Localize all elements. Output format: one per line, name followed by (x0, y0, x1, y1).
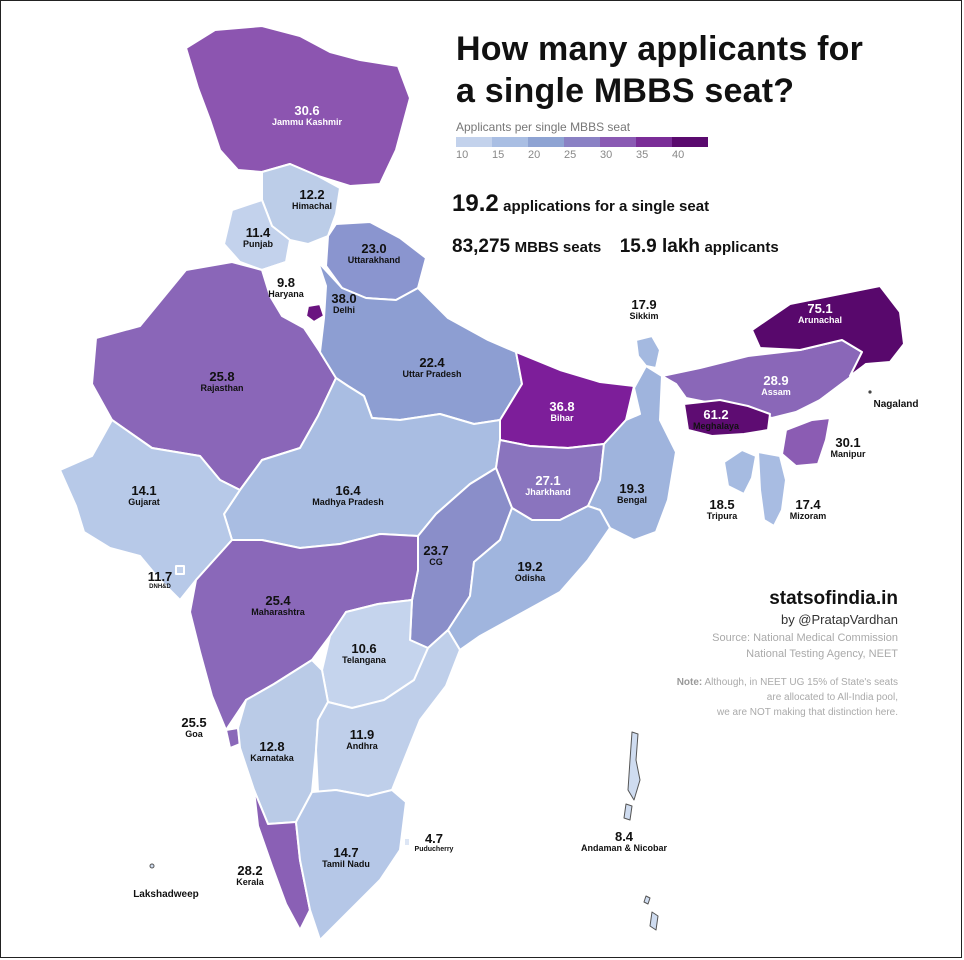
region-andaman-nicobar[interactable] (623, 731, 659, 931)
label-puducherry: 4.7 Puducherry (414, 831, 454, 853)
label-jammu-kashmir: 30.6 Jammu Kashmir (271, 103, 343, 127)
label-manipur: 30.1 Manipur (830, 435, 866, 459)
region-andhra[interactable] (315, 629, 461, 797)
ratio-text: applications for a single seat (503, 198, 710, 215)
label-bihar: 36.8 Bihar (549, 399, 575, 423)
region-puducherry[interactable] (403, 837, 411, 847)
region-arunachal[interactable] (751, 285, 905, 377)
chart-title-line-2: a single MBBS seat? (456, 72, 795, 110)
label-mizoram: 17.4 Mizoram (789, 497, 827, 521)
label-bengal: 19.3 Bengal (616, 481, 648, 505)
source-line-2: National Testing Agency, NEET (746, 647, 898, 660)
region-manipur[interactable] (781, 417, 831, 467)
legend-tick-label: 40 (672, 149, 685, 161)
region-jammu-kashmir[interactable] (185, 25, 411, 187)
label-nagaland: Nagaland (873, 399, 919, 410)
chart-title: How many applicants for a single MBBS se… (456, 28, 863, 112)
legend-swatch (636, 137, 672, 147)
legend-tick-label: 10 (456, 149, 469, 161)
seats-text: MBBS seats (514, 239, 602, 256)
label-arunachal: 75.1 Arunachal (797, 301, 843, 325)
ratio-stat: 19.2 applications for a single seat (452, 190, 709, 218)
chart-title-line-1: How many applicants for (456, 30, 864, 68)
nagaland-marker-dot (868, 390, 872, 394)
source-line-1: Source: National Medical Commission (712, 632, 898, 644)
label-uttar-pradesh: 22.4 Uttar Pradesh (402, 355, 462, 379)
region-assam[interactable] (661, 339, 863, 419)
label-dnhd: 11.7 DNH&D (147, 569, 173, 590)
region-dnhd[interactable] (175, 565, 185, 575)
source-text: Source: National Medical Commission Nati… (580, 631, 898, 663)
region-lakshadweep[interactable] (149, 863, 155, 869)
region-mizoram[interactable] (757, 451, 787, 527)
legend-swatch (528, 137, 564, 147)
legend-ticks: 10 15 20 25 30 35 40 (456, 147, 708, 161)
label-himachal: 12.2 Himachal (291, 187, 333, 211)
color-legend: Applicants per single MBBS seat 10 15 20 25… (456, 120, 716, 161)
label-sikkim: 17.9 Sikkim (629, 297, 659, 321)
label-jharkhand: 27.1 Jharkhand (525, 473, 571, 497)
legend-swatch (564, 137, 600, 147)
label-madhya-pradesh: 16.4 Madhya Pradesh (312, 483, 384, 507)
region-tamil-nadu[interactable] (295, 789, 407, 941)
label-rajasthan: 25.8 Rajasthan (200, 369, 244, 393)
legend-tick-label: 20 (528, 149, 541, 161)
label-andaman-nicobar: 8.4 Andaman & Nicobar (580, 829, 668, 853)
legend-swatch (492, 137, 528, 147)
seats-value: 83,275 (452, 236, 511, 257)
label-assam: 28.9 Assam (761, 373, 791, 397)
region-karnataka[interactable] (237, 659, 329, 825)
label-odisha: 19.2 Odisha (514, 559, 546, 583)
label-lakshadweep: Lakshadweep (133, 889, 199, 900)
label-telangana: 10.6 Telangana (342, 641, 386, 665)
legend-title: Applicants per single MBBS seat (456, 120, 631, 134)
legend-tick-label: 35 (636, 149, 649, 161)
legend-tick-label: 15 (492, 149, 505, 161)
seats-stat: 83,275 MBBS seats 15.9 lakh applicants (452, 236, 779, 258)
label-meghalaya: 61.2 Meghalaya (692, 407, 740, 431)
label-delhi: 38.0 Delhi (331, 291, 357, 315)
note-label: Note: (676, 676, 703, 688)
legend-swatch (672, 137, 708, 147)
label-tamil-nadu: 14.7 Tamil Nadu (322, 845, 370, 869)
label-karnataka: 12.8 Karnataka (250, 739, 294, 763)
label-uttarakhand: 23.0 Uttarakhand (347, 241, 401, 265)
ratio-value: 19.2 (452, 190, 499, 217)
region-nagaland[interactable] (819, 363, 877, 419)
label-goa: 25.5 Goa (181, 715, 207, 739)
label-kerala: 28.2 Kerala (236, 863, 264, 887)
author-handle: by @PratapVardhan (780, 612, 898, 627)
region-sikkim[interactable] (635, 335, 661, 369)
label-gujarat: 14.1 Gujarat (128, 483, 160, 507)
legend-tick-label: 30 (600, 149, 613, 161)
label-maharashtra: 25.4 Maharashtra (251, 593, 305, 617)
credits-block: statsofindia.in by @PratapVardhan Source… (580, 588, 898, 720)
note-line-3: we are NOT making that distinction here. (716, 706, 898, 718)
label-andhra: 11.9 Andhra (346, 727, 378, 751)
note-line-2: are allocated to All-India pool, (766, 691, 898, 703)
label-chhattisgarh: 23.7 CG (423, 543, 449, 567)
region-delhi[interactable] (305, 303, 325, 323)
note-line-1: Although, in NEET UG 15% of State's seat… (704, 676, 899, 688)
region-tripura[interactable] (723, 449, 757, 495)
label-haryana: 9.8 Haryana (268, 275, 304, 299)
applicants-value: 15.9 lakh (619, 236, 701, 257)
legend-swatch (456, 137, 492, 147)
label-tripura: 18.5 Tripura (706, 497, 738, 521)
legend-tick-label: 25 (564, 149, 577, 161)
label-punjab: 11.4 Punjab (242, 225, 274, 249)
applicants-text: applicants (704, 239, 779, 256)
region-meghalaya[interactable] (683, 399, 771, 437)
note-text: Note: Although, in NEET UG 15% of State'… (580, 675, 898, 720)
legend-swatch (600, 137, 636, 147)
site-name[interactable]: statsofindia.in (769, 588, 898, 609)
legend-color-bar (456, 137, 708, 147)
